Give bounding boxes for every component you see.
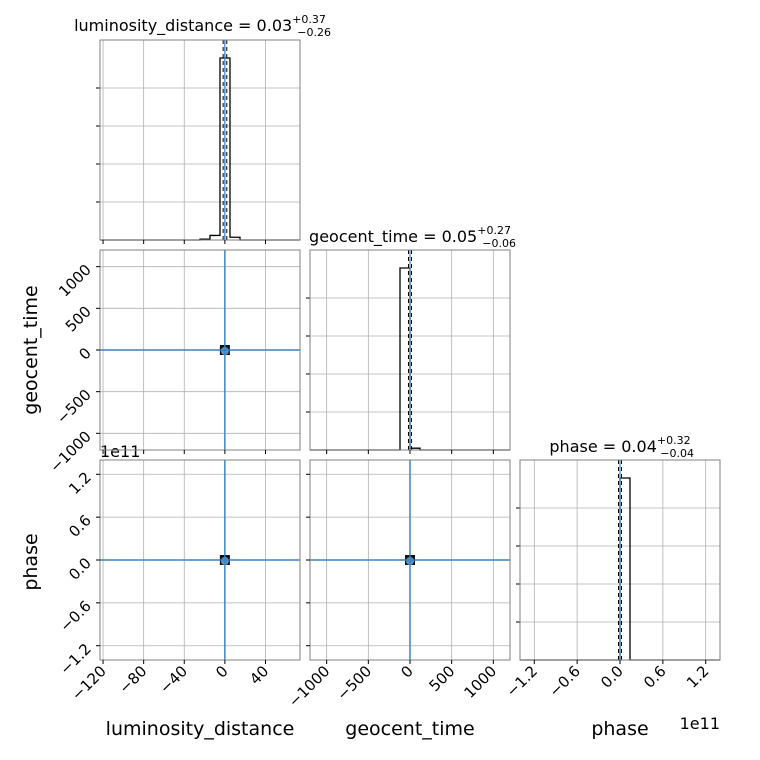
title-luminosity-distance-minus: −0.26 — [297, 26, 331, 39]
tick-label-y-geocent_time-1: −500 — [53, 386, 95, 428]
tick-label-x-phase-0: −1.2 — [503, 662, 541, 700]
tick-label-y-phase-4: 1.2 — [65, 468, 95, 498]
xlabel-phase: phase — [591, 718, 648, 740]
tick-label-y-phase-1: −0.6 — [56, 597, 94, 635]
panel-2-1: −1000 −500 0 500 1000 — [285, 459, 511, 711]
panel-0-0 — [96, 39, 301, 244]
histogram-luminosity_distance — [100, 57, 300, 241]
tick-label-x-geocent_time-3: 500 — [426, 662, 459, 695]
panel-2-0: −120 −80 −40 0 40−1.2−0.60.00.61.2 — [56, 459, 301, 704]
tick-label-y-geocent_time-0: −1000 — [46, 427, 95, 476]
tick-label-x-luminosity_distance-1: −80 — [115, 662, 150, 697]
tick-label-x-geocent_time-4: 1000 — [460, 662, 500, 702]
tick-label-y-phase-2: 0.0 — [65, 554, 95, 584]
tick-label-x-luminosity_distance-4: 40 — [246, 662, 272, 688]
xlabel-geocent-time: geocent_time — [345, 718, 474, 740]
tick-label-y-phase-3: 0.6 — [65, 511, 95, 541]
tick-label-x-phase-4: 1.2 — [683, 662, 713, 692]
ylabel-geocent-time: geocent_time — [20, 285, 42, 414]
tick-label-x-luminosity_distance-2: −40 — [156, 662, 191, 697]
tick-label-x-luminosity_distance-3: 0 — [212, 662, 231, 681]
tick-label-y-geocent_time-2: 0 — [75, 344, 94, 363]
panel-1-1 — [306, 249, 511, 454]
xlabel-luminosity-distance: luminosity_distance — [106, 718, 295, 740]
tick-label-x-geocent_time-1: −500 — [333, 662, 375, 704]
tick-label-x-phase-1: −0.6 — [545, 662, 583, 700]
tick-label-x-phase-3: 0.6 — [640, 662, 670, 692]
title-geocent-time-minus: −0.06 — [482, 237, 516, 250]
title-luminosity-distance: luminosity_distance = 0.03+0.37 — [74, 13, 326, 36]
tick-label-x-phase-2: 0.0 — [597, 662, 627, 692]
title-phase: phase = 0.04+0.32 — [549, 434, 690, 456]
ylabel-phase: phase — [20, 533, 42, 590]
panel-frame — [99, 39, 301, 241]
panel-2-2: −1.2 −0.6 0.0 0.6 1.2 — [503, 459, 721, 701]
tick-label-y-geocent_time-3: 500 — [62, 302, 95, 335]
offset-label-phase-x: 1e11 — [680, 714, 720, 733]
title-phase-minus: −0.04 — [660, 447, 694, 460]
tick-label-y-geocent_time-4: 1000 — [55, 261, 95, 301]
tick-label-x-geocent_time-0: −1000 — [285, 662, 334, 711]
offset-label-phase-y: 1e11 — [100, 442, 140, 461]
title-geocent-time: geocent_time = 0.05+0.27 — [309, 224, 511, 247]
tick-label-x-geocent_time-2: 0 — [397, 662, 416, 681]
